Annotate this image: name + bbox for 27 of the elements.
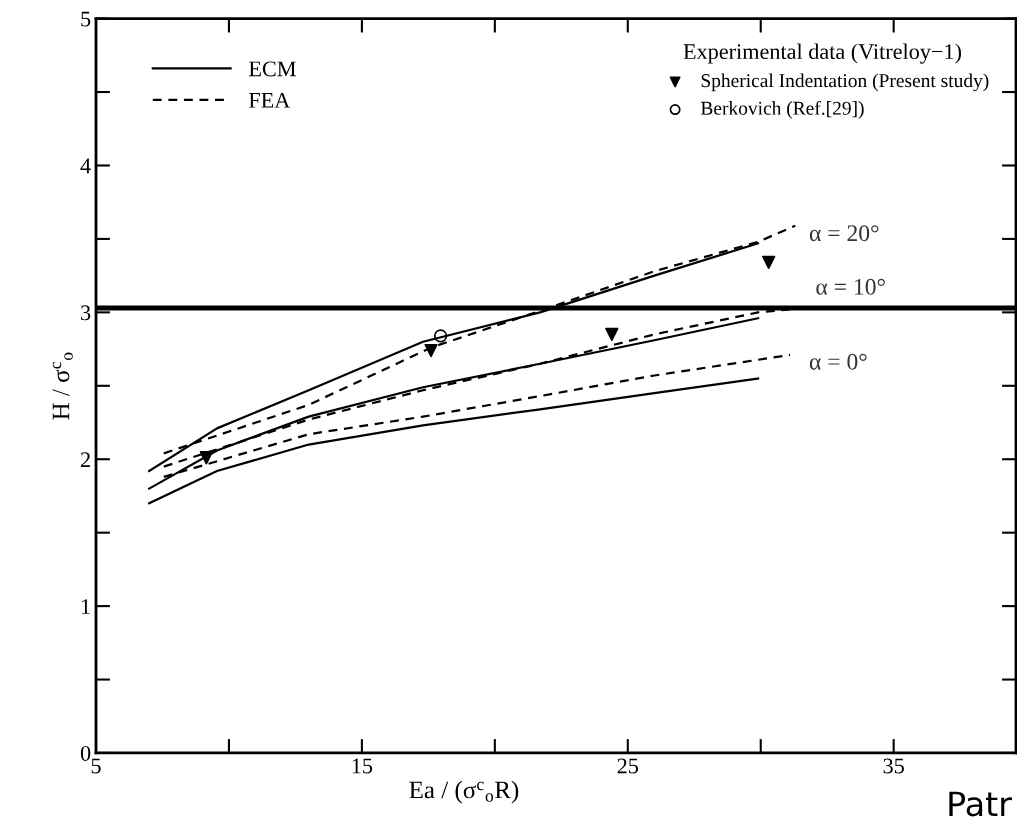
legend-label: FEA <box>249 92 291 108</box>
y-tick-label: 1 <box>81 599 90 614</box>
x-tick-label: 5 <box>91 758 101 774</box>
y-tick-label: 4 <box>80 158 91 174</box>
legend-label: ECM <box>249 61 296 77</box>
y-tick-label: 0 <box>80 745 91 761</box>
y-tick-label: 2 <box>81 452 90 467</box>
line-series <box>148 377 760 505</box>
point <box>605 327 619 342</box>
annotation: α = 10° <box>816 278 885 295</box>
point <box>433 329 448 343</box>
legend-label: Berkovich (Ref.[29]) <box>700 100 864 119</box>
annotation: α = 0° <box>809 353 867 370</box>
point <box>424 343 438 358</box>
legend-label: Spherical Indentation (Present study) <box>701 73 989 92</box>
x-tick-label: 35 <box>883 758 904 774</box>
x-axis-title: Ea / (σ$^{c}$$_{o}$R) <box>409 780 519 804</box>
y-tick-label: 3 <box>81 305 91 321</box>
point <box>199 451 213 465</box>
annotation: α = 20° <box>809 225 879 242</box>
x-tick-label: 25 <box>617 758 639 774</box>
legend-title: Experimental data (Vitreloy−1) <box>683 43 961 64</box>
point <box>762 255 776 270</box>
y-tick-label: 5 <box>81 11 91 27</box>
y-axis-title: H / σ$^{c}$$_{o}$ <box>52 352 73 420</box>
text: Patr <box>949 791 1012 817</box>
x-tick-label: 15 <box>352 758 373 774</box>
